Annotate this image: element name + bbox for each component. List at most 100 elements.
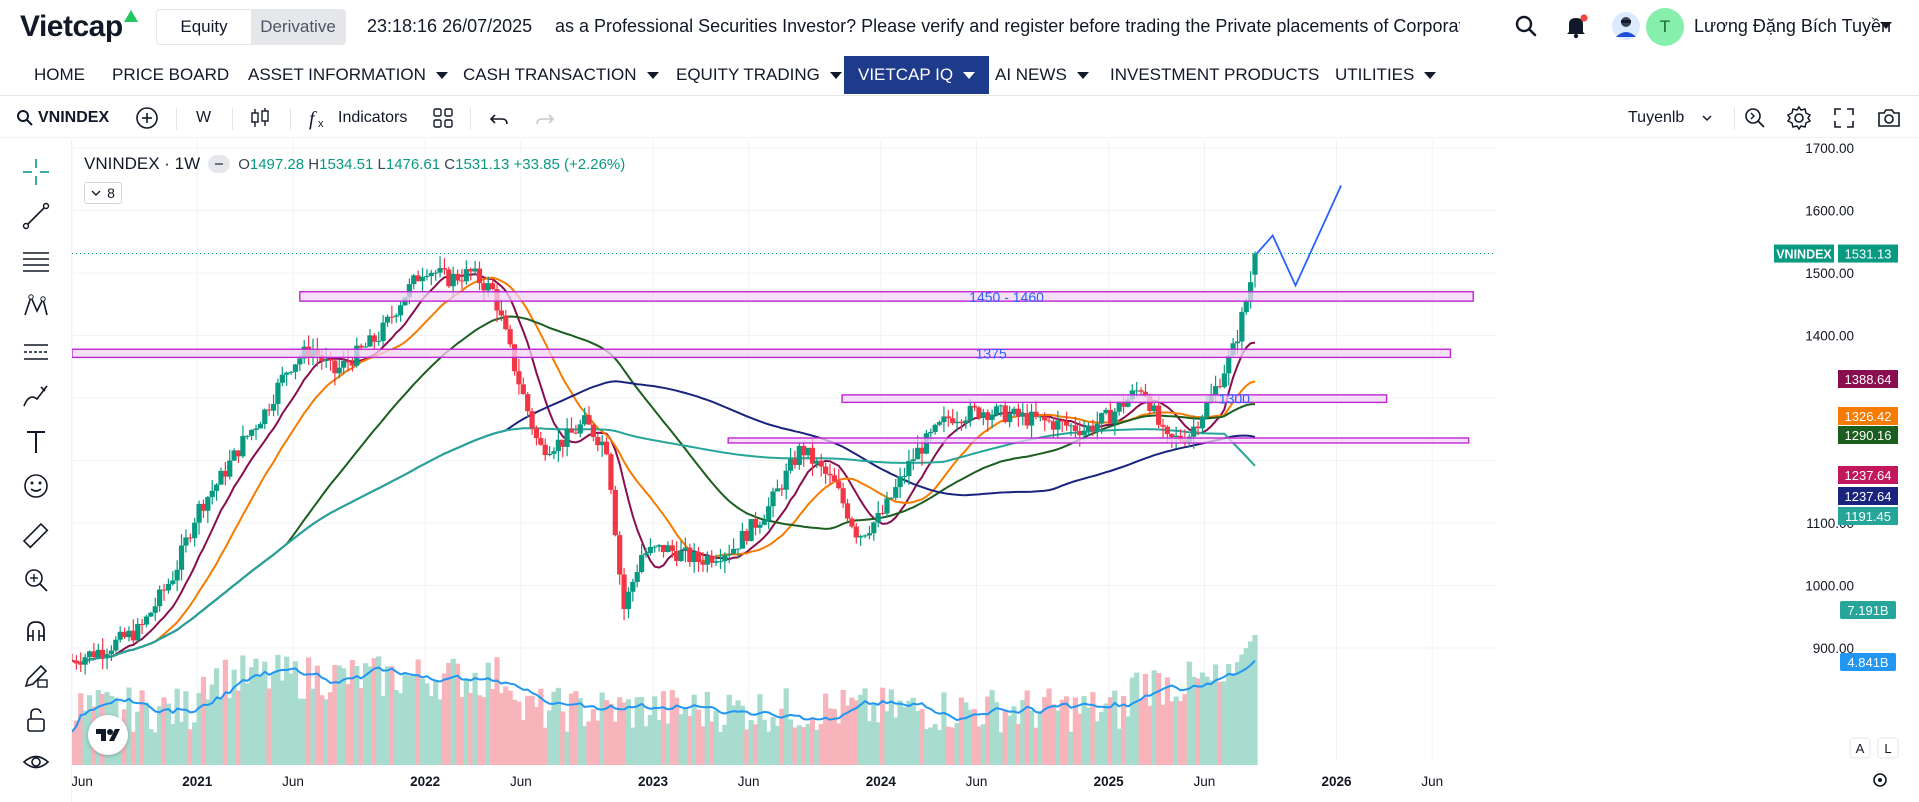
volume-bar	[319, 695, 325, 765]
zoom-tool[interactable]	[20, 564, 52, 596]
layout-name-button[interactable]: Tuyenlb	[1628, 104, 1714, 132]
candle-body	[323, 359, 329, 362]
legend-toggle-icon[interactable]	[208, 155, 231, 173]
nav-home[interactable]: HOME	[20, 56, 99, 94]
visibility-tool[interactable]	[20, 746, 52, 778]
brush-tool[interactable]	[20, 380, 52, 412]
candle-body	[621, 574, 627, 610]
bell-icon[interactable]	[1560, 10, 1592, 42]
auto-scale-button[interactable]	[1849, 737, 1871, 759]
nav-vietcap-iq[interactable]: VIETCAP IQ	[844, 56, 990, 94]
fib-tool[interactable]	[20, 246, 52, 278]
candle-body	[371, 335, 377, 342]
volume-bar	[1015, 723, 1022, 765]
volume-bar	[183, 691, 189, 765]
volume-bar	[213, 668, 220, 765]
prediction-tool[interactable]	[20, 336, 52, 368]
undo-icon	[489, 114, 508, 125]
volume-bar	[919, 709, 925, 765]
snapshot-button[interactable]	[1876, 104, 1902, 132]
volume-bar	[1199, 672, 1206, 765]
avatar[interactable]: T	[1646, 8, 1684, 46]
camera-icon	[1878, 109, 1900, 127]
undo-button[interactable]	[488, 104, 510, 132]
volume-bar	[674, 697, 680, 765]
interval-button[interactable]: W	[196, 109, 212, 126]
symbol-search-button[interactable]: VNINDEX	[16, 104, 109, 132]
candle-body	[446, 269, 452, 287]
nav-asset-information[interactable]: ASSET INFORMATION	[234, 56, 462, 94]
user-name[interactable]: Lương Đặng Bích Tuyền	[1694, 16, 1891, 36]
profile-photo-icon[interactable]	[1610, 10, 1642, 42]
chevron-down-icon[interactable]	[1880, 22, 1892, 29]
draw-mode-tool[interactable]	[20, 660, 52, 692]
chart-type-button[interactable]	[248, 104, 272, 132]
lock-tool[interactable]	[20, 704, 52, 736]
volume-bar	[72, 731, 75, 765]
price-chart[interactable]: 1450 - 1460 1375 1300 1700.00 1600.00 1500.00…	[72, 140, 1919, 802]
crosshair-tool[interactable]	[20, 156, 52, 188]
quick-search-button[interactable]	[1742, 104, 1768, 132]
layouts-button[interactable]	[432, 104, 454, 132]
news-marquee[interactable]: as a Professional Securities Investor? P…	[555, 16, 1460, 36]
search-icon[interactable]	[1510, 10, 1542, 42]
nav-equity-trading[interactable]: EQUITY TRADING	[662, 56, 856, 94]
volume-bar	[1081, 696, 1087, 765]
candle-body	[1120, 402, 1127, 407]
volume-bar	[1217, 681, 1223, 765]
volume-bar	[796, 725, 802, 765]
candle-body	[599, 441, 605, 446]
ruler-tool[interactable]	[20, 520, 52, 552]
compare-button[interactable]	[134, 104, 160, 132]
candle-body	[1046, 420, 1052, 422]
redo-button[interactable]	[534, 104, 556, 132]
nav-investment-products[interactable]: INVESTMENT PRODUCTS	[1096, 56, 1333, 94]
candle-body	[222, 470, 228, 477]
volume-bar	[424, 683, 430, 765]
magnet-tool[interactable]	[20, 616, 52, 648]
axis-settings-gear-icon[interactable]	[1873, 773, 1887, 787]
vietcap-logo[interactable]: Vietcap	[20, 10, 123, 43]
nav-price-board[interactable]: PRICE BOARD	[98, 56, 243, 94]
volume-bar	[568, 693, 575, 765]
volume-bar	[538, 688, 544, 765]
volume-bar	[779, 708, 785, 765]
volume-bar	[787, 719, 794, 765]
candle-body	[235, 450, 242, 457]
candle-body	[481, 283, 487, 291]
settings-button[interactable]	[1786, 104, 1812, 132]
indicator-collapse-button[interactable]: 8	[84, 182, 122, 204]
nav-ai-news[interactable]: AI NEWS	[981, 56, 1103, 94]
text-tool[interactable]	[20, 426, 52, 458]
volume-bar	[139, 690, 145, 765]
nav-utilities[interactable]: UTILITIES	[1321, 56, 1450, 94]
candle-body	[915, 447, 921, 460]
chart-area[interactable]: 1450 - 1460 1375 1300 1700.00 1600.00 1500.00…	[72, 140, 1919, 802]
emoji-tool[interactable]	[20, 470, 52, 502]
candle-body	[533, 428, 540, 439]
log-scale-button[interactable]	[1877, 737, 1899, 759]
pattern-tool[interactable]	[20, 290, 52, 322]
volume-bar	[1239, 654, 1245, 765]
volume-bar	[621, 702, 627, 765]
volume-bar	[227, 697, 233, 765]
candle-body	[463, 269, 469, 282]
candle-body	[100, 649, 106, 658]
tab-derivative[interactable]: Derivative	[251, 10, 345, 44]
fullscreen-button[interactable]	[1832, 104, 1856, 132]
candle-body	[143, 616, 150, 625]
candle-body	[801, 446, 807, 456]
trend-line-tool[interactable]	[20, 200, 52, 232]
volume-bar	[700, 726, 706, 765]
time-tick-label: Jun	[966, 774, 988, 789]
candle-body	[336, 367, 342, 374]
moving-average-line	[72, 315, 1256, 664]
tab-equity[interactable]: Equity	[157, 10, 251, 44]
candle-body	[1191, 426, 1197, 437]
nav-cash-transaction[interactable]: CASH TRANSACTION	[449, 56, 673, 94]
magnify-spark-icon	[1745, 108, 1765, 128]
candle-body	[976, 407, 982, 418]
horizontal-lines-icon	[23, 252, 49, 272]
tradingview-logo-icon[interactable]	[88, 715, 128, 755]
